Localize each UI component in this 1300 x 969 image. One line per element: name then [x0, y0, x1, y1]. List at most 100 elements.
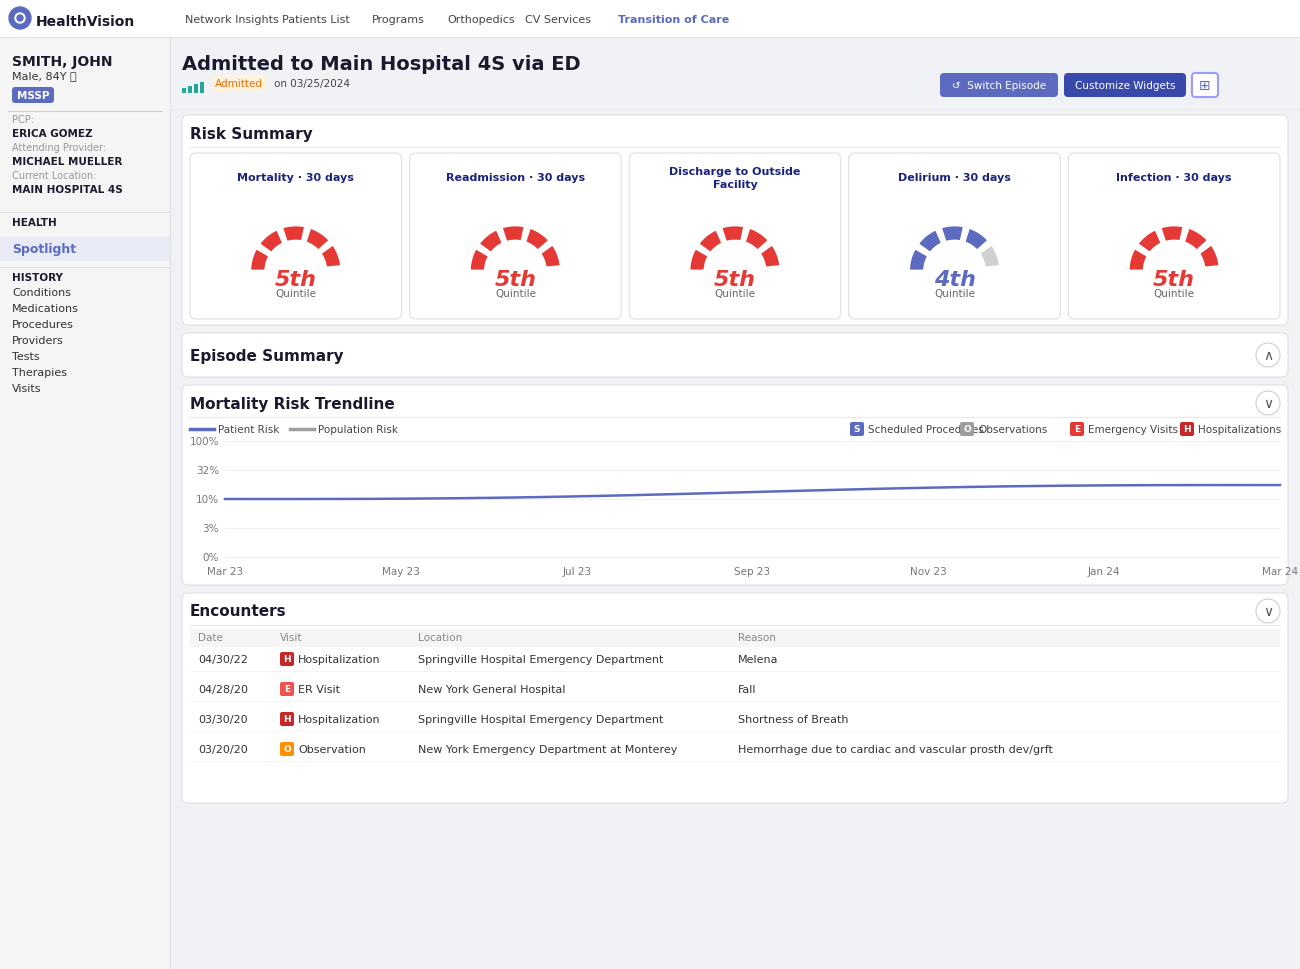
- Text: Nov 23: Nov 23: [910, 567, 946, 577]
- Text: Visits: Visits: [12, 384, 42, 393]
- Text: E: E: [1074, 425, 1080, 434]
- Text: Hemorrhage due to cardiac and vascular prosth dev/grft: Hemorrhage due to cardiac and vascular p…: [738, 744, 1053, 754]
- Text: Mar 24: Mar 24: [1262, 567, 1299, 577]
- Text: Providers: Providers: [12, 335, 64, 346]
- Text: New York Emergency Department at Monterey: New York Emergency Department at Montere…: [419, 744, 677, 754]
- Text: Patient Risk: Patient Risk: [218, 424, 280, 434]
- Text: Shortness of Breath: Shortness of Breath: [738, 714, 849, 724]
- Text: ↺  Switch Episode: ↺ Switch Episode: [952, 81, 1046, 91]
- Text: Emergency Visits: Emergency Visits: [1088, 424, 1178, 434]
- FancyBboxPatch shape: [280, 742, 294, 756]
- Text: Patients List: Patients List: [282, 15, 350, 25]
- Polygon shape: [478, 230, 503, 254]
- Polygon shape: [918, 230, 942, 254]
- Polygon shape: [250, 249, 270, 271]
- Text: Customize Widgets: Customize Widgets: [1075, 81, 1175, 91]
- Text: Transition of Care: Transition of Care: [618, 15, 729, 25]
- Text: Programs: Programs: [372, 15, 425, 25]
- Text: Readmission · 30 days: Readmission · 30 days: [446, 172, 585, 183]
- Polygon shape: [979, 245, 1001, 268]
- Text: CV Services: CV Services: [525, 15, 592, 25]
- Polygon shape: [282, 226, 306, 243]
- Text: HealthVision: HealthVision: [36, 15, 135, 29]
- Text: Hospitalization: Hospitalization: [298, 714, 381, 724]
- Text: Quintile: Quintile: [276, 289, 316, 298]
- Bar: [182, 89, 186, 94]
- Bar: [190, 629, 1280, 647]
- Text: Sep 23: Sep 23: [734, 567, 771, 577]
- Text: 5th: 5th: [714, 269, 757, 290]
- Text: Admitted to Main Hospital 4S via ED: Admitted to Main Hospital 4S via ED: [182, 54, 581, 74]
- FancyBboxPatch shape: [629, 154, 841, 320]
- Text: Scheduled Procedures: Scheduled Procedures: [868, 424, 984, 434]
- FancyBboxPatch shape: [1070, 422, 1084, 437]
- Circle shape: [1256, 391, 1280, 416]
- Text: S: S: [854, 425, 861, 434]
- Text: 04/30/22: 04/30/22: [198, 654, 248, 665]
- Bar: [0, 0, 1300, 38]
- FancyBboxPatch shape: [12, 88, 55, 104]
- FancyBboxPatch shape: [940, 74, 1058, 98]
- Text: 03/20/20: 03/20/20: [198, 744, 248, 754]
- Polygon shape: [1199, 245, 1219, 268]
- Polygon shape: [540, 245, 562, 268]
- FancyBboxPatch shape: [182, 386, 1288, 585]
- FancyBboxPatch shape: [182, 333, 1288, 378]
- FancyBboxPatch shape: [182, 593, 1288, 803]
- Polygon shape: [306, 228, 330, 252]
- Polygon shape: [259, 230, 283, 254]
- Text: Melena: Melena: [738, 654, 779, 665]
- Text: HISTORY: HISTORY: [12, 272, 62, 283]
- Text: Encounters: Encounters: [190, 604, 286, 619]
- FancyBboxPatch shape: [410, 154, 621, 320]
- Bar: [0, 237, 170, 262]
- Text: Reason: Reason: [738, 633, 776, 642]
- FancyBboxPatch shape: [280, 712, 294, 726]
- Bar: [200, 83, 204, 94]
- Text: Tests: Tests: [12, 352, 39, 361]
- Polygon shape: [502, 226, 525, 243]
- Text: Hospitalizations: Hospitalizations: [1199, 424, 1282, 434]
- Text: MSSP: MSSP: [17, 91, 49, 101]
- Text: Visit: Visit: [280, 633, 303, 642]
- Text: Location: Location: [419, 633, 463, 642]
- Text: Quintile: Quintile: [1153, 289, 1195, 298]
- Bar: [194, 85, 198, 94]
- Text: 5th: 5th: [274, 269, 317, 290]
- Polygon shape: [469, 249, 490, 271]
- Text: Mortality Risk Trendline: Mortality Risk Trendline: [190, 396, 395, 411]
- Text: 04/28/20: 04/28/20: [198, 684, 248, 694]
- Circle shape: [9, 8, 31, 30]
- Text: E: E: [283, 685, 290, 694]
- Text: Date: Date: [198, 633, 222, 642]
- FancyBboxPatch shape: [212, 76, 266, 92]
- Text: ∨: ∨: [1262, 605, 1273, 618]
- Text: H: H: [283, 715, 291, 724]
- Text: PCP:: PCP:: [12, 115, 34, 125]
- Text: Orthopedics: Orthopedics: [447, 15, 515, 25]
- Text: SMITH, JOHN: SMITH, JOHN: [12, 55, 113, 69]
- Text: Quintile: Quintile: [935, 289, 975, 298]
- Text: on 03/25/2024: on 03/25/2024: [274, 78, 350, 89]
- Text: 32%: 32%: [196, 465, 218, 476]
- Text: Admitted: Admitted: [214, 78, 263, 89]
- Text: Springville Hospital Emergency Department: Springville Hospital Emergency Departmen…: [419, 654, 663, 665]
- FancyBboxPatch shape: [1180, 422, 1193, 437]
- FancyBboxPatch shape: [190, 154, 402, 320]
- Text: Observations: Observations: [978, 424, 1048, 434]
- Text: Delirium · 30 days: Delirium · 30 days: [898, 172, 1011, 183]
- Text: Therapies: Therapies: [12, 367, 68, 378]
- Text: 3%: 3%: [203, 523, 218, 534]
- Text: 5th: 5th: [1153, 269, 1195, 290]
- FancyBboxPatch shape: [280, 652, 294, 667]
- Text: O: O: [963, 425, 971, 434]
- Text: Conditions: Conditions: [12, 288, 72, 297]
- Text: MICHAEL MUELLER: MICHAEL MUELLER: [12, 157, 122, 167]
- Text: Medications: Medications: [12, 303, 79, 314]
- Polygon shape: [909, 249, 928, 271]
- Text: 0%: 0%: [203, 552, 218, 562]
- Polygon shape: [320, 245, 342, 268]
- Circle shape: [1256, 344, 1280, 367]
- Text: Fall: Fall: [738, 684, 757, 694]
- Text: Hospitalization: Hospitalization: [298, 654, 381, 665]
